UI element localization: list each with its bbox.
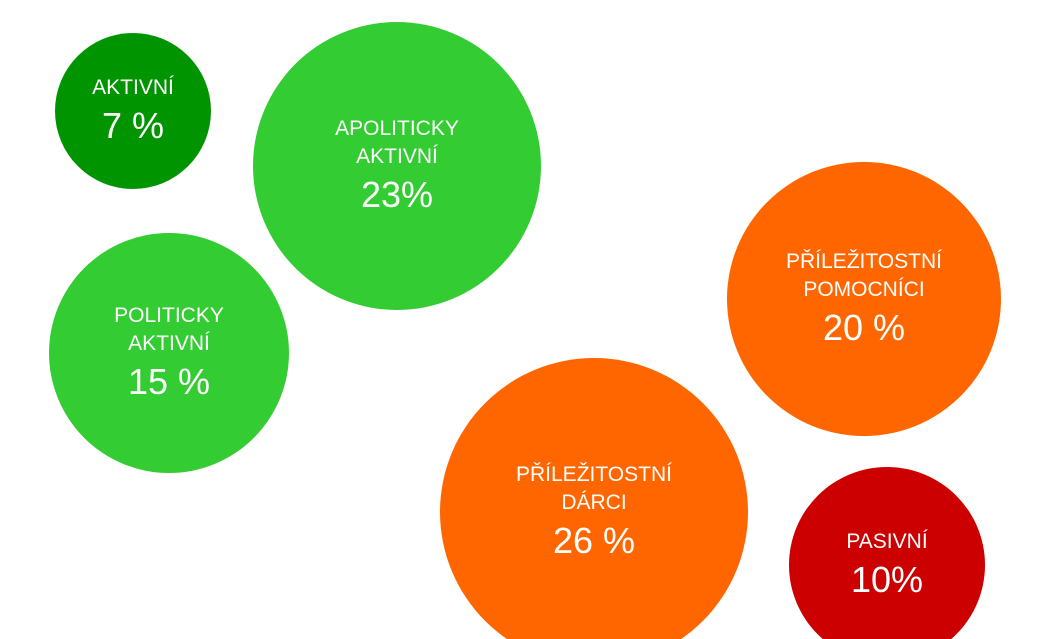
bubble-group: AKTIVNÍ 7 % (55, 33, 211, 189)
bubble-label: PASIVNÍ (846, 530, 927, 553)
bubble-label: AKTIVNÍ (356, 145, 438, 168)
bubble (253, 22, 541, 310)
bubble-group: APOLITICKY AKTIVNÍ 23% (253, 22, 541, 310)
bubble-value: 23% (361, 174, 433, 215)
bubble-value: 26 % (553, 520, 635, 561)
bubble-group: PASIVNÍ 10% (789, 467, 985, 639)
bubble-value: 15 % (128, 361, 210, 402)
bubble-label: AKTIVNÍ (128, 332, 210, 355)
bubble-label: POLITICKY (114, 304, 224, 327)
bubble-label: APOLITICKY (335, 117, 459, 140)
bubble-label: PŘÍLEŽITOSTNÍ (786, 250, 942, 273)
bubble-value: 10% (851, 559, 923, 600)
bubble-value: 7 % (102, 105, 164, 146)
bubble-label: PŘÍLEŽITOSTNÍ (516, 463, 672, 486)
bubble-group: POLITICKY AKTIVNÍ 15 % (49, 233, 289, 473)
bubble-group: PŘÍLEŽITOSTNÍ POMOCNÍCI 20 % (727, 162, 1001, 436)
bubble (49, 233, 289, 473)
bubble-label: AKTIVNÍ (92, 76, 174, 99)
bubble (789, 467, 985, 639)
bubble-value: 20 % (823, 307, 905, 348)
bubble-group: PŘÍLEŽITOSTNÍ DÁRCI 26 % (440, 358, 748, 639)
bubble-label: POMOCNÍCI (803, 278, 924, 301)
bubble (440, 358, 748, 639)
bubble (55, 33, 211, 189)
bubble (727, 162, 1001, 436)
bubble-label: DÁRCI (561, 491, 626, 514)
